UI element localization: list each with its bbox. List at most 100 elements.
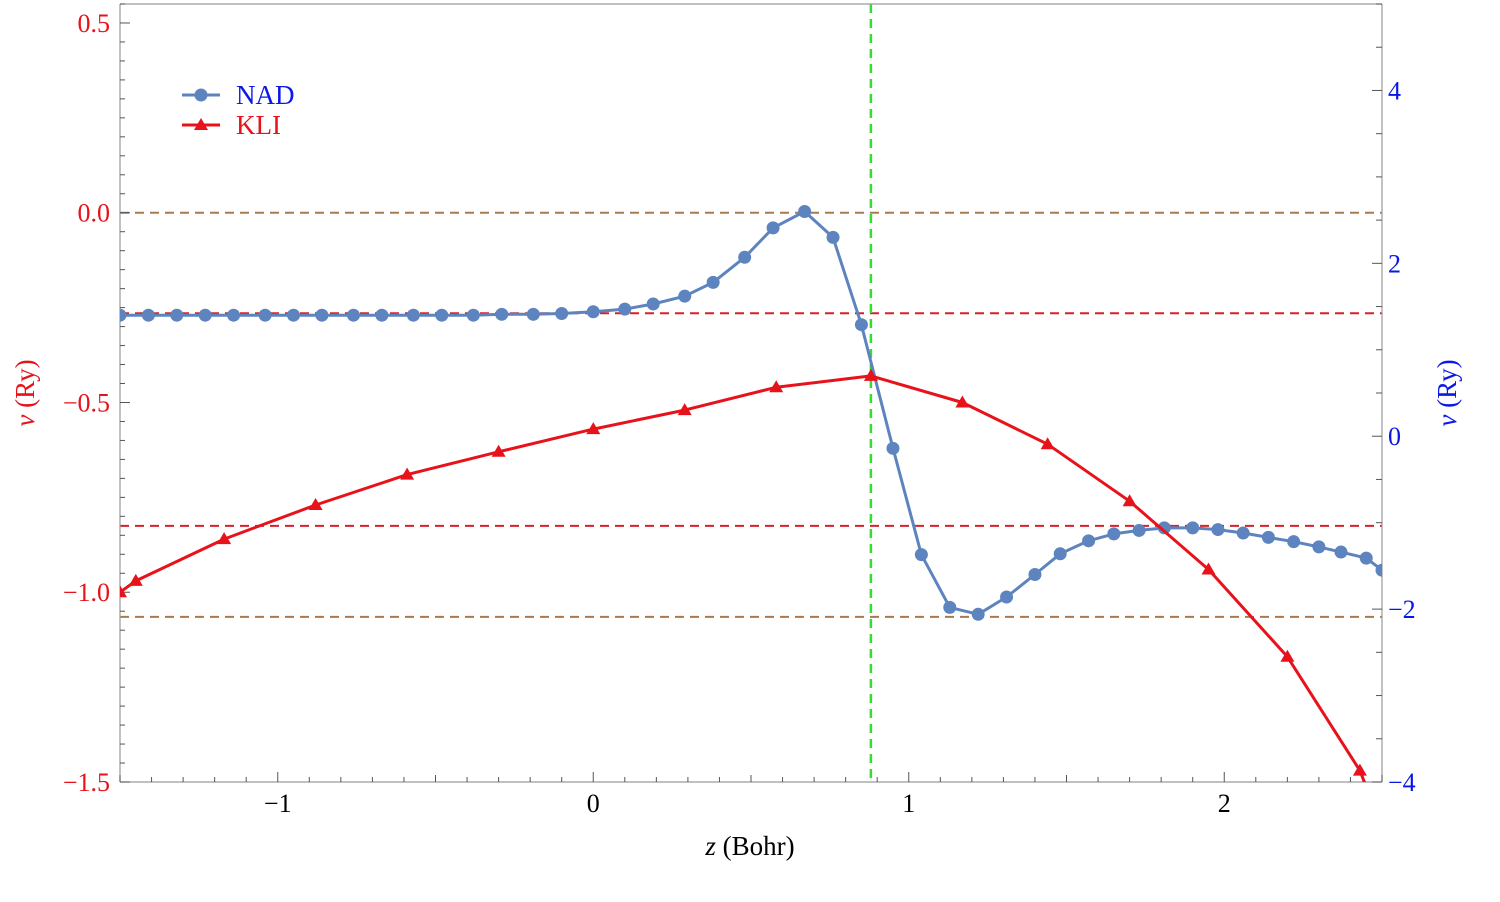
series-nad-point [826,230,840,244]
series-nad-point [1236,526,1250,540]
series-nad-point [1287,535,1301,549]
y-right-tick-label: 2 [1388,249,1401,278]
series-nad-point [346,308,360,322]
series-nad-point [914,548,928,562]
series-nad-point [466,308,480,322]
series-nad-line [120,210,1382,616]
legend-kli-label: KLI [236,110,281,140]
series-nad-point [1375,563,1382,577]
series-nad-point [1359,551,1373,565]
series-kli-line [120,374,1366,782]
series-kli-group [120,368,1389,833]
series-kli-point [1040,437,1055,450]
series-nad-point [1000,590,1014,604]
series-nad-point [766,221,780,235]
series-kli-point [1122,494,1137,507]
series-nad-point [738,250,752,264]
series-nad-point [971,607,985,621]
series-kli-point [1352,763,1367,776]
y-left-tick-label: −0.5 [63,388,110,417]
legend-kli-marker [194,118,208,130]
series-kli-point [586,422,601,435]
series-kli-point [400,467,415,480]
series-nad-point [495,307,509,321]
series-kli-point [769,380,784,393]
series-nad-point [526,307,540,321]
legend: NAD KLI [182,80,295,140]
series-nad-point [886,441,900,455]
series-kli-point [677,403,692,416]
legend-item-nad: NAD [182,80,295,110]
series-kli-point [863,368,878,381]
series-nad-point [1028,568,1042,582]
y-left-tick-label: 0.5 [78,9,111,38]
series-nad-point [1053,547,1067,561]
series-nad-point [1082,534,1096,548]
y-left-tick-label: −1.0 [63,578,110,607]
series-nad-point [315,308,329,322]
series-nad-point [1107,527,1121,541]
series-nad-point [227,308,241,322]
series-nad-point [1186,521,1200,535]
y-axis-right-label: v (Ry) [1432,359,1462,426]
series-nad-point [1312,540,1326,554]
y-axis-left-label: v (Ry) [10,359,40,426]
data-series [120,204,1389,833]
series-nad-point [287,308,301,322]
series-kli-point [1280,649,1295,662]
series-nad-point [678,289,692,303]
x-tick-label: 2 [1218,789,1231,818]
series-nad-point [943,600,957,614]
series-nad-point [1157,521,1171,535]
series-nad-point [435,308,449,322]
series-nad-point [120,308,127,322]
series-nad-point [406,308,420,322]
axis-ticks [119,3,1383,783]
tick-labels: −1 0 1 2 0.5 0.0 −0.5 −1.0 −1.5 4 2 0 −2 −4 [63,9,1416,818]
y-axis-right-label-var: v [1432,415,1462,427]
series-nad-point [141,308,155,322]
y-right-tick-label: −2 [1388,595,1416,624]
x-axis-label-unit: (Bohr) [716,831,795,861]
series-kli-point [217,532,232,545]
series-nad-point [555,306,569,320]
series-nad-point [1211,523,1225,537]
series-kli-point [491,444,506,457]
series-nad-point [258,308,272,322]
series-nad-point [1261,530,1275,544]
series-nad-point [375,308,389,322]
series-nad-point [170,308,184,322]
x-tick-label: −1 [264,789,292,818]
series-nad-point [618,302,632,316]
series-kli-point [1201,562,1216,575]
x-tick-label: 1 [902,789,915,818]
legend-nad-marker [194,88,208,102]
series-kli-point [308,498,323,510]
series-nad-point [1132,523,1146,537]
series-nad-point [198,308,212,322]
y-axis-left-label-unit: (Ry) [10,359,40,414]
series-nad-point [586,305,600,319]
x-tick-label: 0 [587,789,600,818]
series-nad-point [854,318,868,332]
y-right-tick-label: 4 [1388,76,1401,105]
series-nad-group [120,204,1382,621]
legend-nad-label: NAD [236,80,295,110]
y-left-tick-label: −1.5 [63,768,110,797]
series-kli-point [128,573,143,586]
series-nad-point [1334,545,1348,559]
series-kli-point [955,395,970,408]
y-right-tick-label: −4 [1388,768,1416,797]
series-kli-point [1375,821,1389,833]
y-left-tick-label: 0.0 [78,199,111,228]
legend-item-kli: KLI [182,110,281,140]
y-right-tick-label: 0 [1388,422,1401,451]
reference-lines [120,4,1382,782]
y-axis-left-label-var: v [10,415,40,427]
series-nad-point [798,204,812,218]
series-nad-point [646,297,660,311]
series-nad-point [706,275,720,289]
series-kli-point [120,585,127,598]
